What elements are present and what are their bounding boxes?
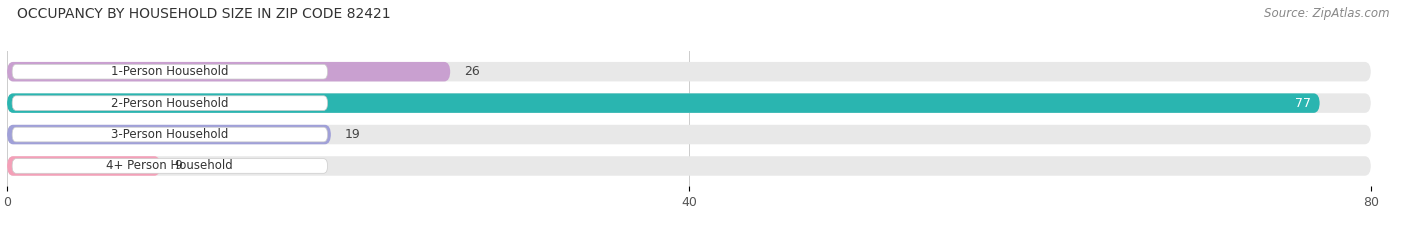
FancyBboxPatch shape	[13, 159, 328, 173]
Text: 3-Person Household: 3-Person Household	[111, 128, 229, 141]
FancyBboxPatch shape	[13, 96, 328, 110]
FancyBboxPatch shape	[7, 93, 1371, 113]
Text: 2-Person Household: 2-Person Household	[111, 97, 229, 110]
FancyBboxPatch shape	[7, 125, 1371, 144]
Text: 26: 26	[464, 65, 479, 78]
Text: OCCUPANCY BY HOUSEHOLD SIZE IN ZIP CODE 82421: OCCUPANCY BY HOUSEHOLD SIZE IN ZIP CODE …	[17, 7, 391, 21]
Text: 4+ Person Household: 4+ Person Household	[107, 159, 233, 172]
FancyBboxPatch shape	[7, 156, 160, 176]
FancyBboxPatch shape	[7, 156, 1371, 176]
FancyBboxPatch shape	[7, 62, 1371, 81]
Text: 77: 77	[1295, 97, 1312, 110]
FancyBboxPatch shape	[13, 127, 328, 142]
Text: 19: 19	[344, 128, 360, 141]
FancyBboxPatch shape	[13, 64, 328, 79]
FancyBboxPatch shape	[7, 93, 1320, 113]
Text: 1-Person Household: 1-Person Household	[111, 65, 229, 78]
Text: Source: ZipAtlas.com: Source: ZipAtlas.com	[1264, 7, 1389, 20]
FancyBboxPatch shape	[7, 125, 330, 144]
Text: 9: 9	[174, 159, 181, 172]
FancyBboxPatch shape	[7, 62, 450, 81]
